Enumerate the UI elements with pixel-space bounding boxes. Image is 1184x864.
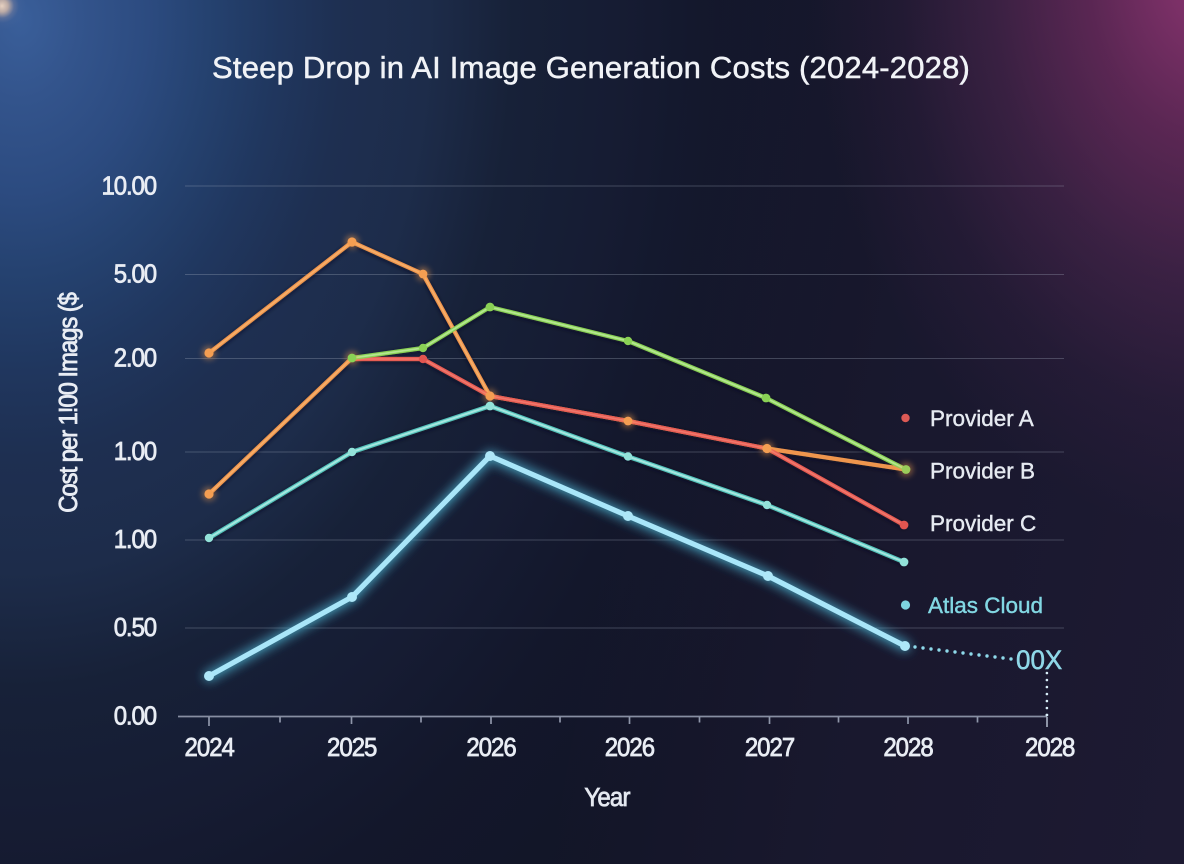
svg-text:1.00: 1.00 — [114, 437, 157, 466]
svg-text:Atlas Cloud: Atlas Cloud — [928, 593, 1043, 618]
svg-text:5.00: 5.00 — [114, 260, 157, 289]
svg-text:Provider C: Provider C — [930, 511, 1036, 536]
svg-text:Steep Drop in AI Image Generat: Steep Drop in AI Image Generation Costs … — [212, 50, 970, 85]
svg-text:1.00: 1.00 — [114, 525, 157, 554]
svg-text:Year: Year — [584, 783, 630, 812]
svg-text:2024: 2024 — [185, 733, 235, 762]
svg-text:2028: 2028 — [883, 733, 933, 762]
svg-text:2027: 2027 — [745, 733, 795, 762]
svg-text:2026: 2026 — [605, 733, 655, 762]
svg-text:2025: 2025 — [327, 733, 377, 762]
svg-text:00X: 00X — [1016, 644, 1062, 675]
svg-text:2028: 2028 — [1025, 733, 1075, 762]
svg-text:2.00: 2.00 — [114, 344, 157, 373]
svg-text:0.00: 0.00 — [114, 702, 157, 731]
svg-text:Cost per 1!00 Imags ($: Cost per 1!00 Imags ($ — [54, 292, 83, 513]
svg-text:10.00: 10.00 — [101, 172, 156, 201]
svg-text:Provider B: Provider B — [930, 459, 1035, 484]
svg-text:2026: 2026 — [466, 733, 516, 762]
svg-text:0.50: 0.50 — [114, 613, 157, 642]
svg-text:Provider A: Provider A — [930, 406, 1034, 431]
